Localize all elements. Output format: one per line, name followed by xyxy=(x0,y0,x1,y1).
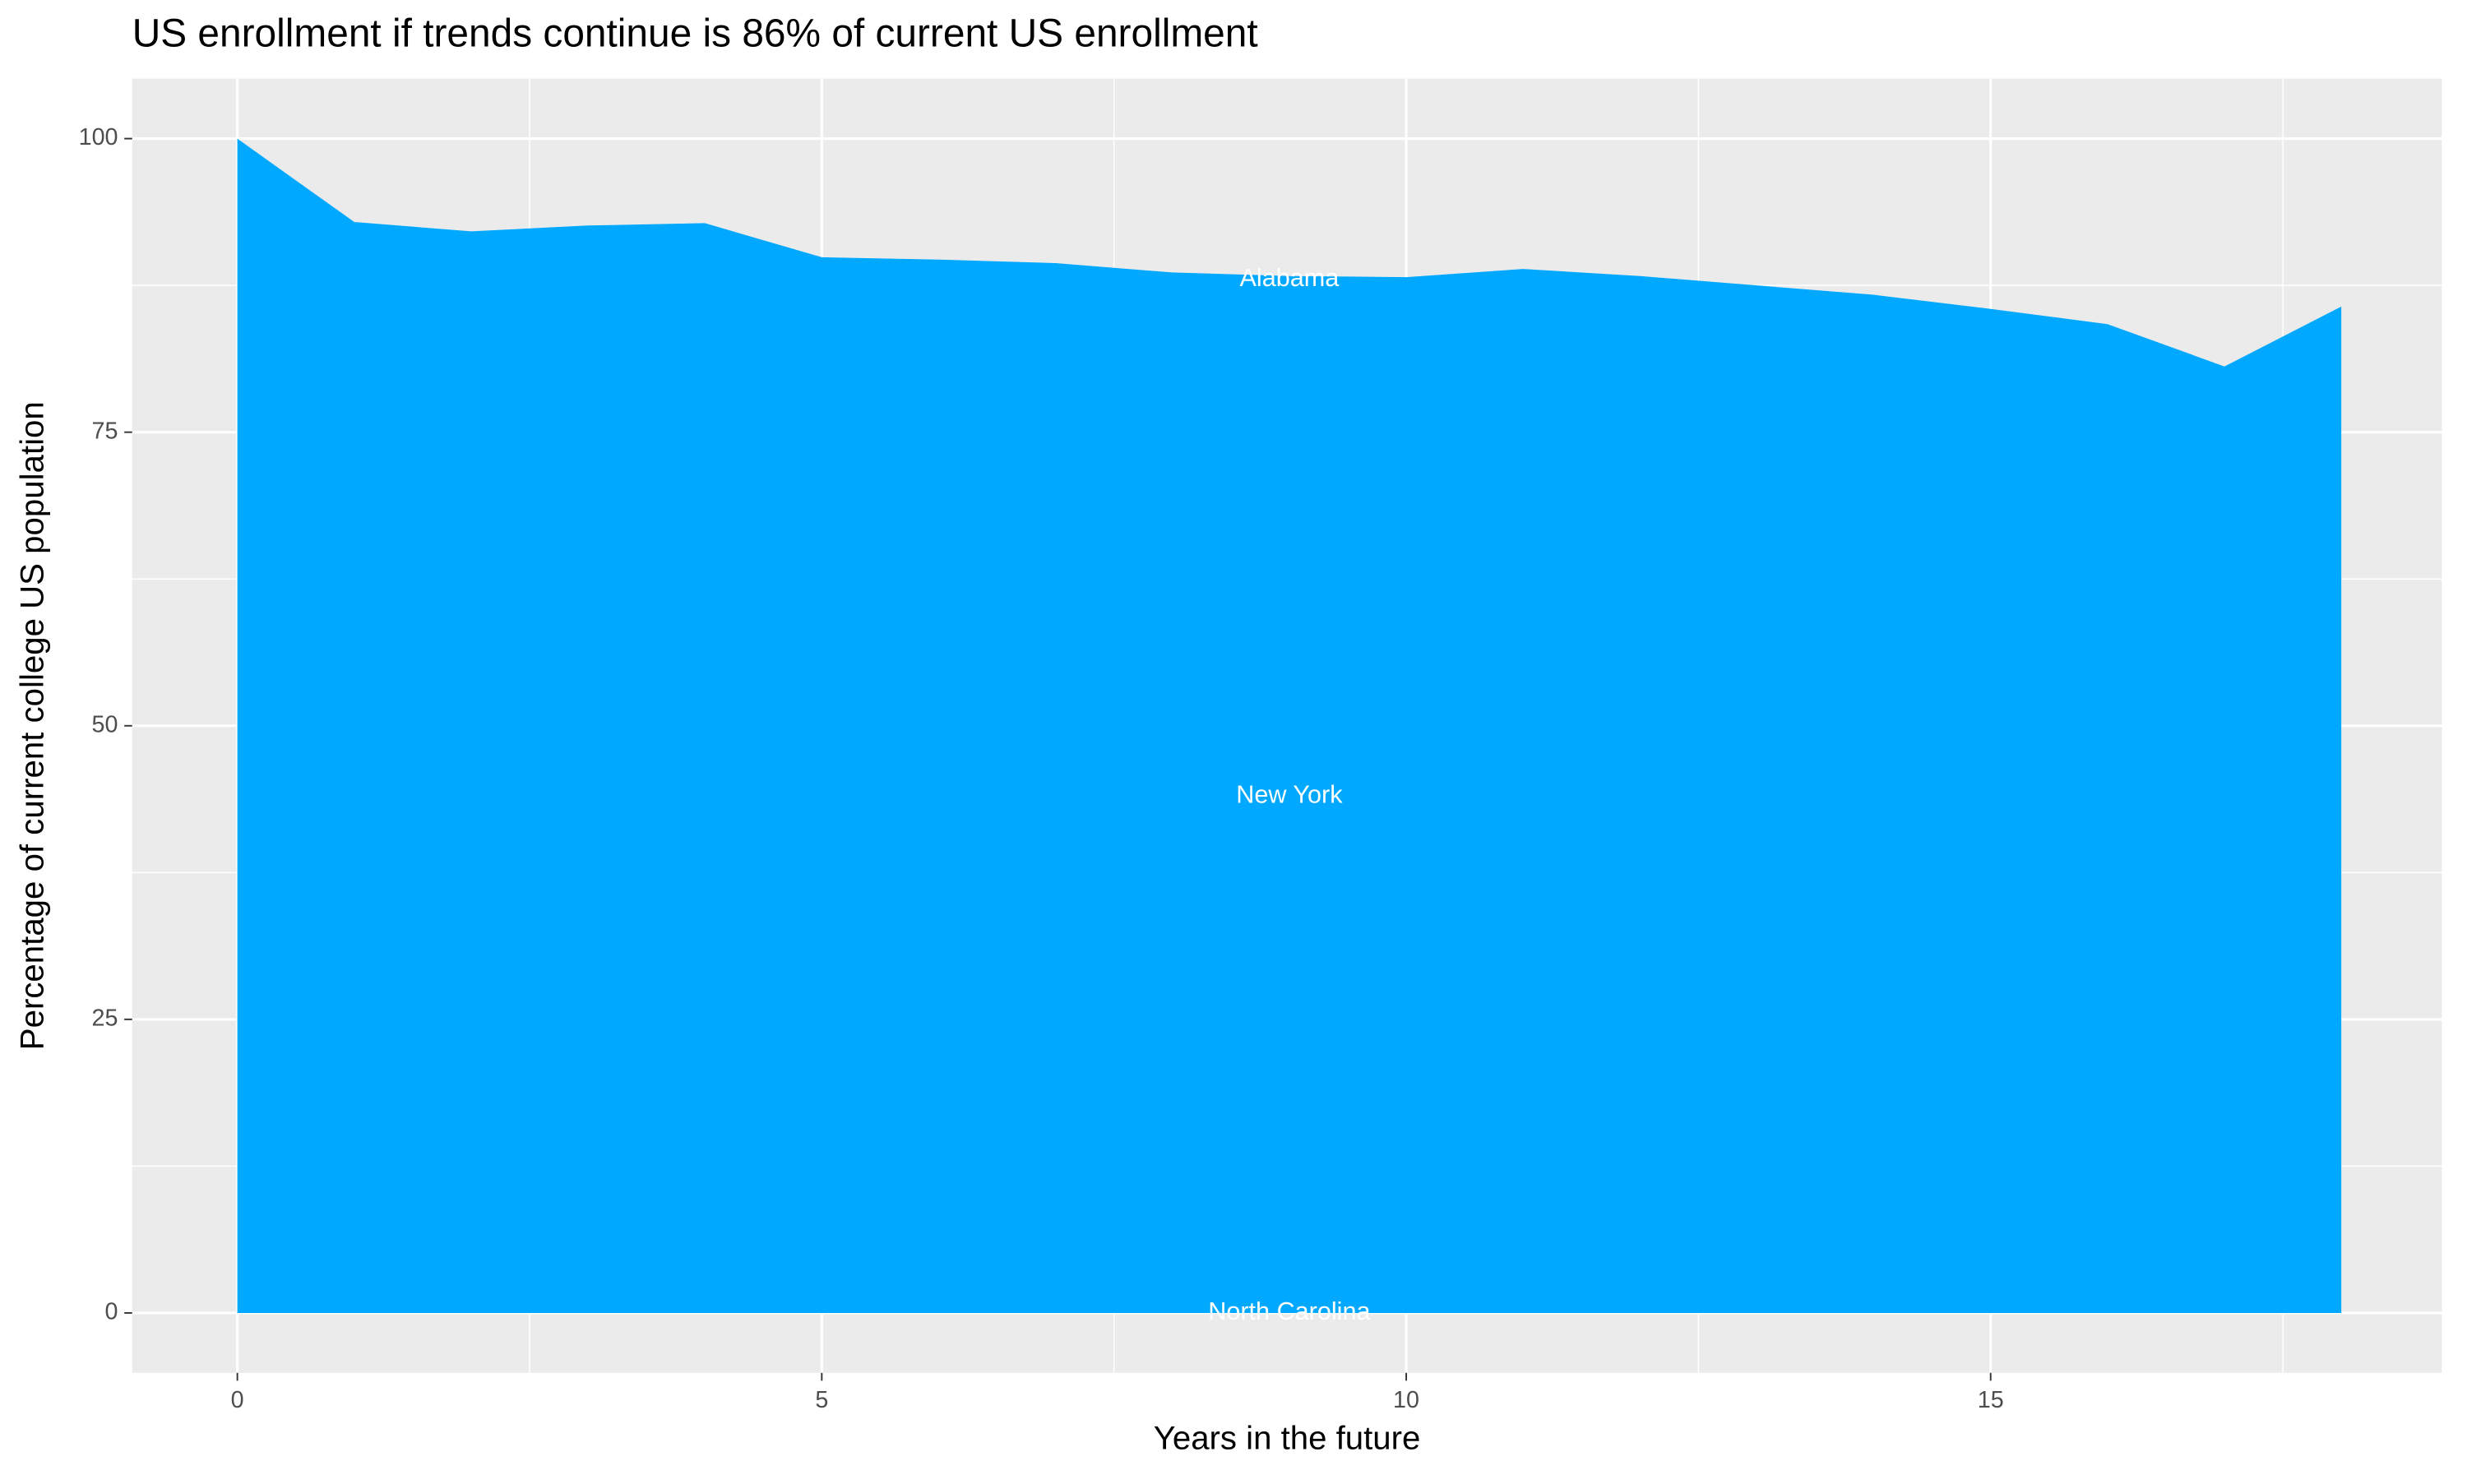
y-tick-label: 100 xyxy=(79,124,118,150)
x-tick-label: 5 xyxy=(815,1387,828,1413)
area xyxy=(237,138,2342,1313)
annotation: New York xyxy=(1236,781,1343,809)
y-axis-label: Percentage of current college US populat… xyxy=(14,401,51,1050)
x-tick-label: 15 xyxy=(1978,1387,2004,1413)
x-axis-label: Years in the future xyxy=(1154,1420,1421,1457)
y-tick-label: 0 xyxy=(105,1299,118,1325)
chart-title: US enrollment if trends continue is 86% … xyxy=(132,12,1258,56)
annotation: North Carolina xyxy=(1208,1297,1371,1325)
x-tick-label: 10 xyxy=(1393,1387,1419,1413)
y-tick-label: 75 xyxy=(92,418,118,444)
annotation: Alabama xyxy=(1240,264,1340,292)
y-tick-label: 50 xyxy=(92,711,118,737)
y-tick-label: 25 xyxy=(92,1005,118,1031)
x-tick-label: 0 xyxy=(231,1387,244,1413)
